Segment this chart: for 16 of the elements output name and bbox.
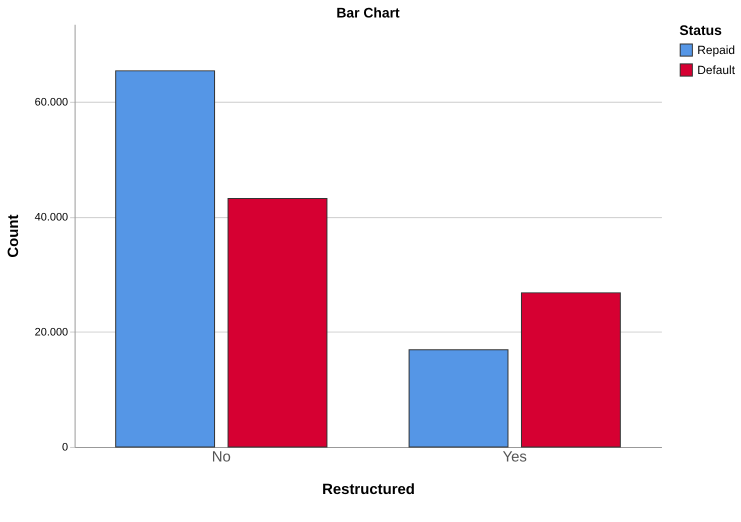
x-tick-label: No <box>212 449 231 466</box>
bar <box>115 70 216 448</box>
bar <box>520 292 621 448</box>
y-tick-label: 0 <box>62 441 68 454</box>
chart-title: Bar Chart <box>336 4 400 20</box>
bar <box>408 349 508 448</box>
legend-title: Status <box>679 22 722 38</box>
y-tick-label: 60.000 <box>34 96 68 108</box>
x-tick-label: Yes <box>502 449 527 466</box>
legend-label: Default <box>697 62 736 77</box>
x-axis-title: Restructured <box>322 482 415 498</box>
bar <box>228 198 328 448</box>
legend-label: Repaid <box>697 43 736 58</box>
y-tick-label: 40.000 <box>34 211 68 224</box>
y-tick-label: 20.000 <box>34 326 68 338</box>
y-axis-title: Count <box>6 214 22 258</box>
